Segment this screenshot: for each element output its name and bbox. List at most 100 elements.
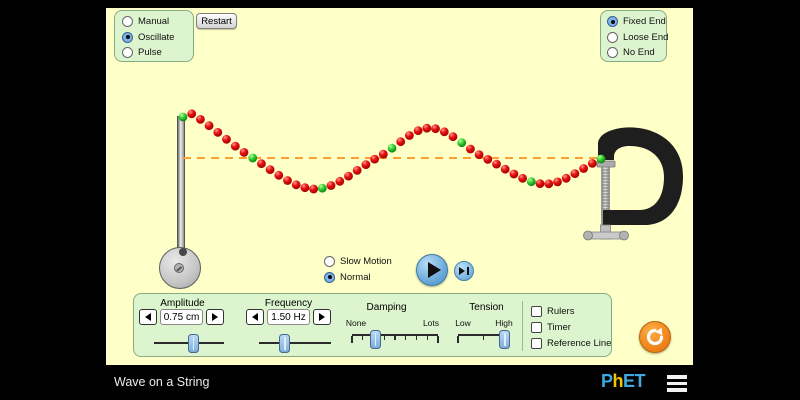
- string-bead[interactable]: [483, 155, 493, 164]
- string-bead[interactable]: [587, 159, 597, 168]
- hamburger-menu-button[interactable]: [667, 375, 687, 395]
- radio-button-icon[interactable]: [324, 271, 335, 283]
- slider-track[interactable]: [352, 334, 438, 336]
- radio-normal[interactable]: Normal: [324, 270, 392, 286]
- frequency-label: Frequency: [264, 298, 313, 309]
- string-bead[interactable]: [561, 173, 571, 183]
- radio-pulse[interactable]: Pulse: [122, 45, 193, 61]
- string-bead[interactable]: [518, 173, 527, 183]
- rulers-checkbox-row[interactable]: Rulers: [531, 303, 611, 319]
- slider-track[interactable]: [458, 334, 509, 336]
- logo-letter: P: [601, 371, 613, 391]
- amplitude-slider-thumb[interactable]: [187, 333, 199, 353]
- amplitude-increase-button[interactable]: [206, 309, 224, 325]
- string-bead[interactable]: [300, 183, 310, 193]
- string-bead[interactable]: [378, 149, 388, 159]
- string-beads[interactable]: [178, 109, 606, 194]
- step-forward-button[interactable]: [454, 261, 474, 281]
- string-bead[interactable]: [535, 179, 545, 189]
- frequency-slider-thumb[interactable]: [279, 333, 291, 353]
- radio-slow-motion[interactable]: Slow Motion: [324, 254, 392, 270]
- string-bead[interactable]: [274, 170, 284, 180]
- radio-fixed-end[interactable]: Fixed End: [607, 14, 666, 30]
- string-bead[interactable]: [579, 164, 588, 173]
- timer-checkbox-row[interactable]: Timer: [531, 319, 611, 335]
- radio-button-icon[interactable]: [122, 31, 133, 43]
- string-bead[interactable]: [352, 166, 362, 175]
- slider-track[interactable]: [259, 342, 331, 344]
- checkbox-icon[interactable]: [531, 305, 542, 317]
- string-bead[interactable]: [396, 137, 406, 147]
- string-bead[interactable]: [361, 160, 371, 170]
- end-type-panel: Fixed End Loose End No End: [600, 10, 668, 62]
- string-bead[interactable]: [257, 159, 266, 169]
- amplitude-decrease-button[interactable]: [139, 309, 157, 325]
- string-bead[interactable]: [326, 181, 336, 190]
- string-bead[interactable]: [283, 176, 292, 185]
- reset-all-button[interactable]: [639, 321, 671, 353]
- string-bead[interactable]: [213, 128, 223, 137]
- string-bead[interactable]: [553, 177, 562, 187]
- string-bead[interactable]: [317, 183, 327, 193]
- string-bead[interactable]: [187, 109, 197, 119]
- string-bead[interactable]: [466, 144, 475, 154]
- string-bead[interactable]: [570, 169, 580, 179]
- string-bead[interactable]: [405, 131, 414, 140]
- string-bead[interactable]: [509, 169, 519, 179]
- frequency-increase-button[interactable]: [313, 309, 331, 325]
- string-bead[interactable]: [439, 127, 449, 137]
- string-bead[interactable]: [309, 184, 318, 194]
- frequency-decrease-button[interactable]: [246, 309, 264, 325]
- radio-oscillate[interactable]: Oscillate: [122, 30, 193, 46]
- clamp-body: [598, 127, 683, 225]
- string-bead[interactable]: [291, 180, 301, 190]
- view-options: Rulers Timer Reference Line: [531, 303, 611, 351]
- string-bead[interactable]: [204, 121, 214, 131]
- radio-loose-end[interactable]: Loose End: [607, 30, 668, 46]
- reference-line-checkbox-row[interactable]: Reference Line: [531, 335, 611, 351]
- string-bead[interactable]: [248, 153, 258, 163]
- clamp-screw-threads-icon: [601, 169, 610, 228]
- string-bead[interactable]: [335, 176, 345, 186]
- radio-button-icon[interactable]: [122, 47, 133, 59]
- damping-slider-thumb[interactable]: [369, 330, 381, 349]
- tension-label: Tension: [469, 302, 504, 313]
- checkbox-icon[interactable]: [531, 337, 542, 349]
- string-bead[interactable]: [230, 141, 240, 151]
- string-bead[interactable]: [526, 177, 536, 187]
- menu-bar-icon: [667, 375, 687, 379]
- menu-bar-icon: [667, 381, 687, 385]
- restart-button[interactable]: Restart: [196, 13, 237, 29]
- radio-button-icon[interactable]: [122, 16, 133, 28]
- string-bead[interactable]: [196, 115, 205, 124]
- string-bead[interactable]: [431, 124, 440, 134]
- string-bead[interactable]: [239, 148, 249, 157]
- string-bead[interactable]: [457, 138, 467, 148]
- string-bead[interactable]: [222, 134, 231, 144]
- string-bead[interactable]: [448, 132, 458, 142]
- string-bead[interactable]: [492, 159, 501, 169]
- string-bead[interactable]: [344, 171, 353, 181]
- string-bead[interactable]: [265, 165, 275, 175]
- string-bead[interactable]: [422, 123, 432, 133]
- string-bead[interactable]: [413, 126, 423, 136]
- string-bead[interactable]: [370, 154, 379, 164]
- radio-button-icon[interactable]: [607, 16, 618, 28]
- string-bead[interactable]: [500, 164, 510, 174]
- string-bead[interactable]: [387, 143, 397, 153]
- radio-no-end[interactable]: No End: [607, 45, 666, 61]
- radio-button-icon[interactable]: [607, 47, 618, 59]
- play-pause-button[interactable]: [416, 254, 448, 286]
- radio-manual[interactable]: Manual: [122, 14, 193, 30]
- bottom-control-panel: Amplitude 0.75 cm Frequency 1.50 Hz Damp…: [133, 293, 612, 357]
- checkbox-icon[interactable]: [531, 321, 542, 333]
- string-bead[interactable]: [544, 179, 554, 189]
- string-bead[interactable]: [596, 154, 606, 164]
- menu-bar-icon: [667, 388, 687, 392]
- tension-slider-thumb[interactable]: [499, 330, 511, 349]
- string-bead[interactable]: [474, 150, 484, 160]
- phet-logo[interactable]: PhET: [601, 371, 646, 392]
- radio-button-icon[interactable]: [607, 31, 618, 43]
- radio-button-icon[interactable]: [324, 256, 335, 268]
